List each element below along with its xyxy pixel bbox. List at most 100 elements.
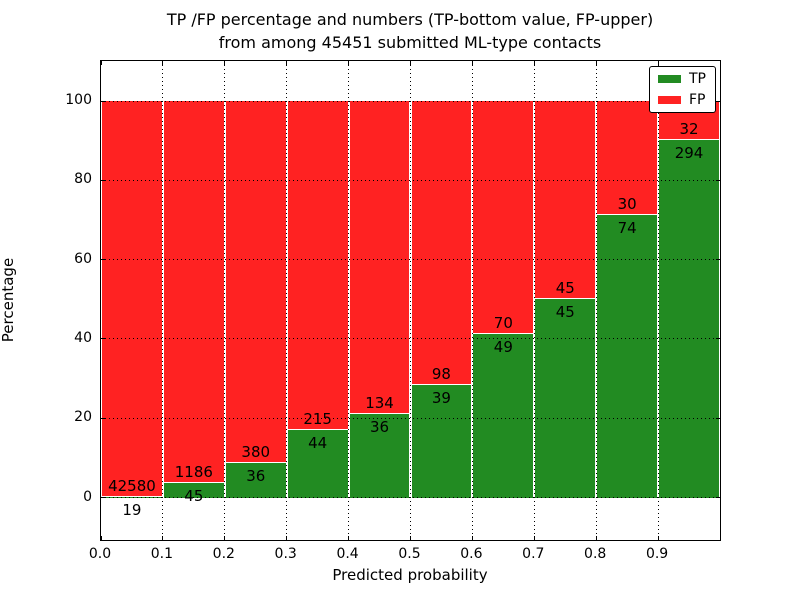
- y-tick-mark: [716, 100, 720, 102]
- bar-count-fp: 98: [431, 364, 451, 383]
- x-tick-label: 0.1: [150, 546, 174, 562]
- y-tick-label: 20: [74, 409, 92, 426]
- bar-count-tp: 45: [184, 487, 204, 506]
- chart-title: TP /FP percentage and numbers (TP-bottom…: [100, 8, 720, 54]
- x-tick-mark: [471, 61, 473, 65]
- y-tick-mark: [101, 259, 105, 261]
- x-tick-label: 0.4: [336, 546, 359, 562]
- x-tick-mark: [162, 536, 164, 540]
- bar-segment-fp: [535, 101, 596, 300]
- x-tick-mark: [595, 61, 597, 65]
- v-gridline: [657, 61, 659, 540]
- bar-segment-fp: [473, 101, 534, 335]
- x-tick-label: 0.8: [584, 546, 607, 562]
- bar-segment-tp: [225, 463, 286, 498]
- v-gridline: [471, 61, 473, 540]
- v-gridline: [286, 61, 288, 540]
- y-tick-mark: [716, 259, 720, 261]
- bar-segment-tp: [349, 413, 410, 498]
- bar-segment-tp: [597, 215, 658, 498]
- x-tick-mark: [410, 61, 411, 65]
- bar-segment-fp: [102, 101, 162, 498]
- bar-segment-fp: [349, 101, 410, 414]
- x-tick-mark: [533, 61, 535, 65]
- x-tick-label: 0.7: [522, 546, 545, 562]
- y-tick-mark: [101, 497, 105, 499]
- bar-segment-tp: [473, 334, 534, 498]
- bar-segment-tp: [411, 384, 472, 498]
- x-tick-label: 0.5: [398, 546, 421, 562]
- bar-count-tp: 36: [369, 417, 390, 436]
- v-gridline: [410, 61, 411, 540]
- x-tick-mark: [162, 61, 164, 65]
- bar-count-tp: 294: [674, 143, 704, 162]
- y-tick-mark: [101, 179, 105, 181]
- x-tick-mark: [657, 61, 659, 65]
- legend-label-fp: FP: [689, 92, 706, 108]
- v-gridline: [348, 61, 350, 540]
- bar-count-fp: 215: [303, 410, 332, 429]
- bar-count-fp: 45: [555, 279, 575, 298]
- bar-count-fp: 1186: [174, 463, 213, 482]
- bar-count-fp: 70: [493, 314, 513, 333]
- y-tick-mark: [101, 338, 105, 340]
- x-tick-mark: [100, 536, 102, 540]
- x-axis-label: Predicted probability: [332, 566, 488, 584]
- x-tick-mark: [286, 61, 288, 65]
- y-tick-label: 80: [74, 171, 92, 188]
- legend-label-tp: TP: [689, 71, 706, 87]
- x-tick-label: 0.3: [274, 546, 297, 562]
- bar-segment-fp: [163, 101, 224, 484]
- x-tick-mark: [348, 61, 350, 65]
- y-tick-mark: [101, 100, 105, 102]
- legend-item-tp: TP: [658, 72, 706, 86]
- x-tick-label: 0.2: [212, 546, 235, 562]
- legend: TP FP: [649, 66, 716, 113]
- bar-segment-fp: [225, 101, 286, 464]
- x-tick-mark: [410, 536, 411, 540]
- bar-segment-fp: [411, 101, 472, 385]
- plot-area: 42580 19 1186 45 380 36 215 44 134 36 98 39 70 49 45 45…: [100, 60, 721, 541]
- y-tick-mark: [716, 417, 720, 419]
- x-tick-mark: [471, 536, 473, 540]
- chart-title-line1: TP /FP percentage and numbers (TP-bottom…: [166, 10, 654, 29]
- bar-segment-tp: [659, 139, 719, 498]
- x-tick-mark: [224, 61, 226, 65]
- bar-count-tp: 49: [493, 338, 513, 357]
- v-gridline: [595, 61, 597, 540]
- legend-item-fp: FP: [658, 93, 706, 107]
- y-tick-mark: [716, 179, 720, 181]
- bar-segment-fp: [597, 101, 658, 216]
- x-tick-mark: [533, 536, 535, 540]
- y-tick-label: 60: [74, 250, 92, 267]
- y-tick-label: 100: [65, 92, 92, 109]
- x-tick-mark: [657, 536, 659, 540]
- bar-count-fp: 32: [679, 119, 699, 138]
- y-tick-label: 0: [83, 488, 92, 505]
- x-tick-label: 0.0: [88, 546, 112, 562]
- x-tick-mark: [100, 61, 102, 65]
- x-tick-mark: [224, 536, 226, 540]
- bar-count-fp: 42580: [108, 477, 156, 496]
- bar-count-fp: 380: [241, 443, 271, 462]
- x-tick-mark: [286, 536, 288, 540]
- x-tick-mark: [348, 536, 350, 540]
- x-tick-mark: [595, 536, 597, 540]
- v-gridline: [533, 61, 535, 540]
- y-axis-label: Percentage: [0, 257, 17, 343]
- bar-segment-tp: [163, 483, 224, 498]
- y-tick-mark: [101, 417, 105, 419]
- bar-count-fp: 30: [617, 195, 637, 214]
- bar-count-tp: 19: [122, 501, 142, 520]
- y-tick-mark: [716, 497, 720, 499]
- bar-count-tp: 74: [617, 219, 637, 238]
- bar-segment-fp: [287, 101, 348, 431]
- y-tick-mark: [716, 338, 720, 340]
- fp-swatch-icon: [658, 96, 681, 104]
- bar-count-tp: 36: [246, 467, 266, 486]
- chart-title-line2: from among 45451 submitted ML-type conta…: [218, 33, 602, 52]
- v-gridline: [162, 61, 164, 540]
- tp-swatch-icon: [658, 75, 681, 83]
- x-tick-label: 0.6: [460, 546, 483, 562]
